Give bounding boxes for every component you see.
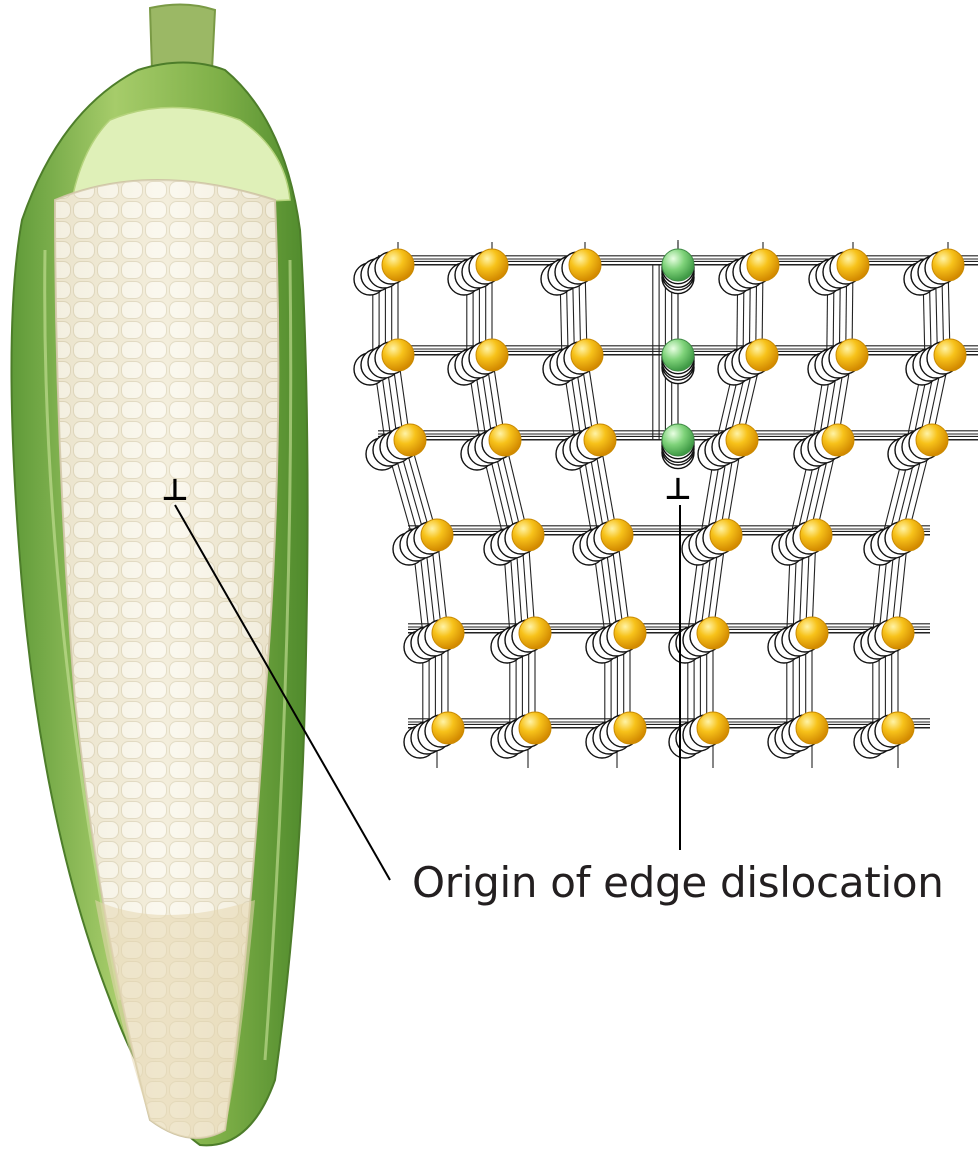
lattice-atom [836, 248, 870, 282]
lattice-atom [725, 423, 759, 457]
lattice-back-atoms [353, 251, 960, 759]
lattice-atom [696, 711, 730, 745]
lattice-atom [931, 248, 965, 282]
lattice-atom [511, 518, 545, 552]
extra-half-plane-atom [661, 248, 695, 282]
lattice-atom [746, 248, 780, 282]
lattice-atom [795, 616, 829, 650]
lattice-atom [381, 248, 415, 282]
lattice-atom [881, 711, 915, 745]
lattice-atom [393, 423, 427, 457]
extra-half-plane-atom [661, 338, 695, 372]
lattice-dislocation-symbol: ⊥ [664, 472, 691, 507]
lattice-atom [431, 616, 465, 650]
lattice-atom [613, 616, 647, 650]
lattice-front-atoms [381, 248, 967, 745]
lattice-atom [488, 423, 522, 457]
callout-label: Origin of edge dislocation [412, 858, 944, 907]
lattice-atom [709, 518, 743, 552]
lattice-atom [475, 338, 509, 372]
lattice-atom [613, 711, 647, 745]
lattice-atom [518, 711, 552, 745]
cob-dislocation-symbol: ⊥ [161, 473, 188, 508]
lattice-atom [475, 248, 509, 282]
corn-cob-illustration: ⊥ [10, 3, 309, 1147]
lattice-atom [835, 338, 869, 372]
lattice-atom [745, 338, 779, 372]
lattice-atom [915, 423, 949, 457]
lattice-atom [881, 616, 915, 650]
extra-half-plane-atom [661, 423, 695, 457]
lattice-atom [568, 248, 602, 282]
lattice-atom [891, 518, 925, 552]
edge-dislocation-lattice [353, 240, 978, 768]
lattice-atom [420, 518, 454, 552]
lattice-atom [600, 518, 634, 552]
lattice-atom [795, 711, 829, 745]
lattice-atom [381, 338, 415, 372]
lattice-atom [933, 338, 967, 372]
lattice-atom [696, 616, 730, 650]
lattice-atom [821, 423, 855, 457]
lattice-atom [799, 518, 833, 552]
lattice-atom [431, 711, 465, 745]
cob-leader-line [174, 504, 391, 881]
lattice-atom [570, 338, 604, 372]
lattice-atom [583, 423, 617, 457]
lattice-atom [518, 616, 552, 650]
